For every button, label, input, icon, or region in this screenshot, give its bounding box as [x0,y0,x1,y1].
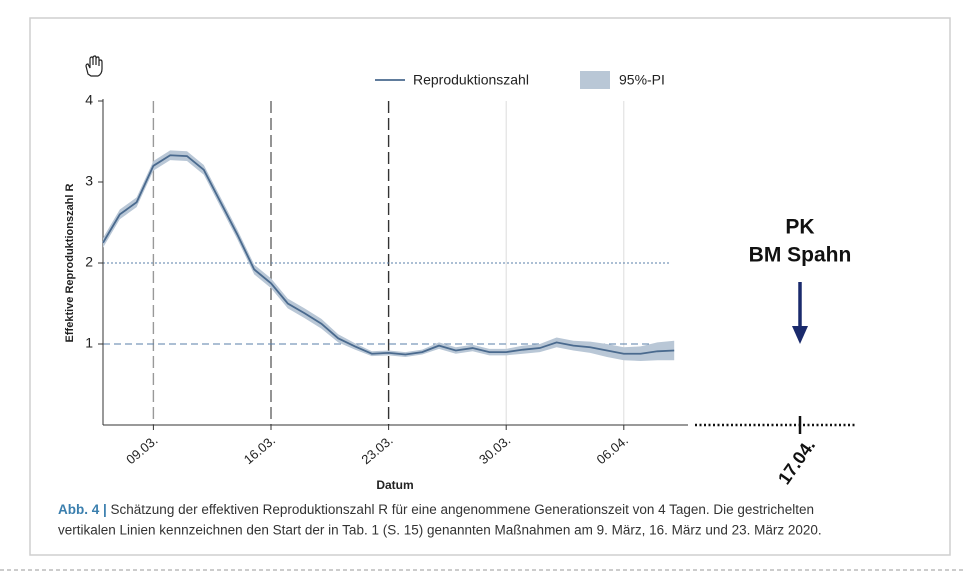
y-tick-label: 3 [85,173,93,189]
y-tick-label: 4 [85,92,93,108]
y-tick-label: 1 [85,335,93,351]
legend-label: 95%-PI [619,72,665,88]
caption-text: Schätzung der effektiven Reproduktionsza… [107,502,814,517]
annotation-text: PK [785,216,814,239]
caption-line: vertikalen Linien kennzeichnen den Start… [58,523,822,538]
arrow-head [792,326,808,344]
x-tick-label: 09.03. [123,432,160,467]
legend-label: Reproduktionszahl [413,72,529,88]
annotation-text: BM Spahn [749,244,852,267]
hand-icon [85,55,103,77]
x-tick-label: 06.04. [594,432,631,467]
annotation: PK BM Spahn 17.04. [695,216,855,488]
y-tick-label: 2 [85,254,93,270]
legend-swatch [580,71,610,89]
annotation-date: 17.04. [774,436,819,488]
caption-label: Abb. 4 | [58,502,107,517]
x-tick-label: 30.03. [476,432,513,467]
caption-line: Abb. 4 | Schätzung der effektiven Reprod… [58,502,814,517]
line [102,154,675,356]
x-tick-label: 16.03. [241,432,278,467]
frame [29,17,951,556]
x-tick-label: 23.03. [358,432,395,467]
y-axis-label: Effektive Reproduktionszahl R [64,183,76,342]
caption: Abb. 4 | Schätzung der effektiven Reprod… [58,502,822,538]
x-axis-label: Datum [376,478,413,492]
